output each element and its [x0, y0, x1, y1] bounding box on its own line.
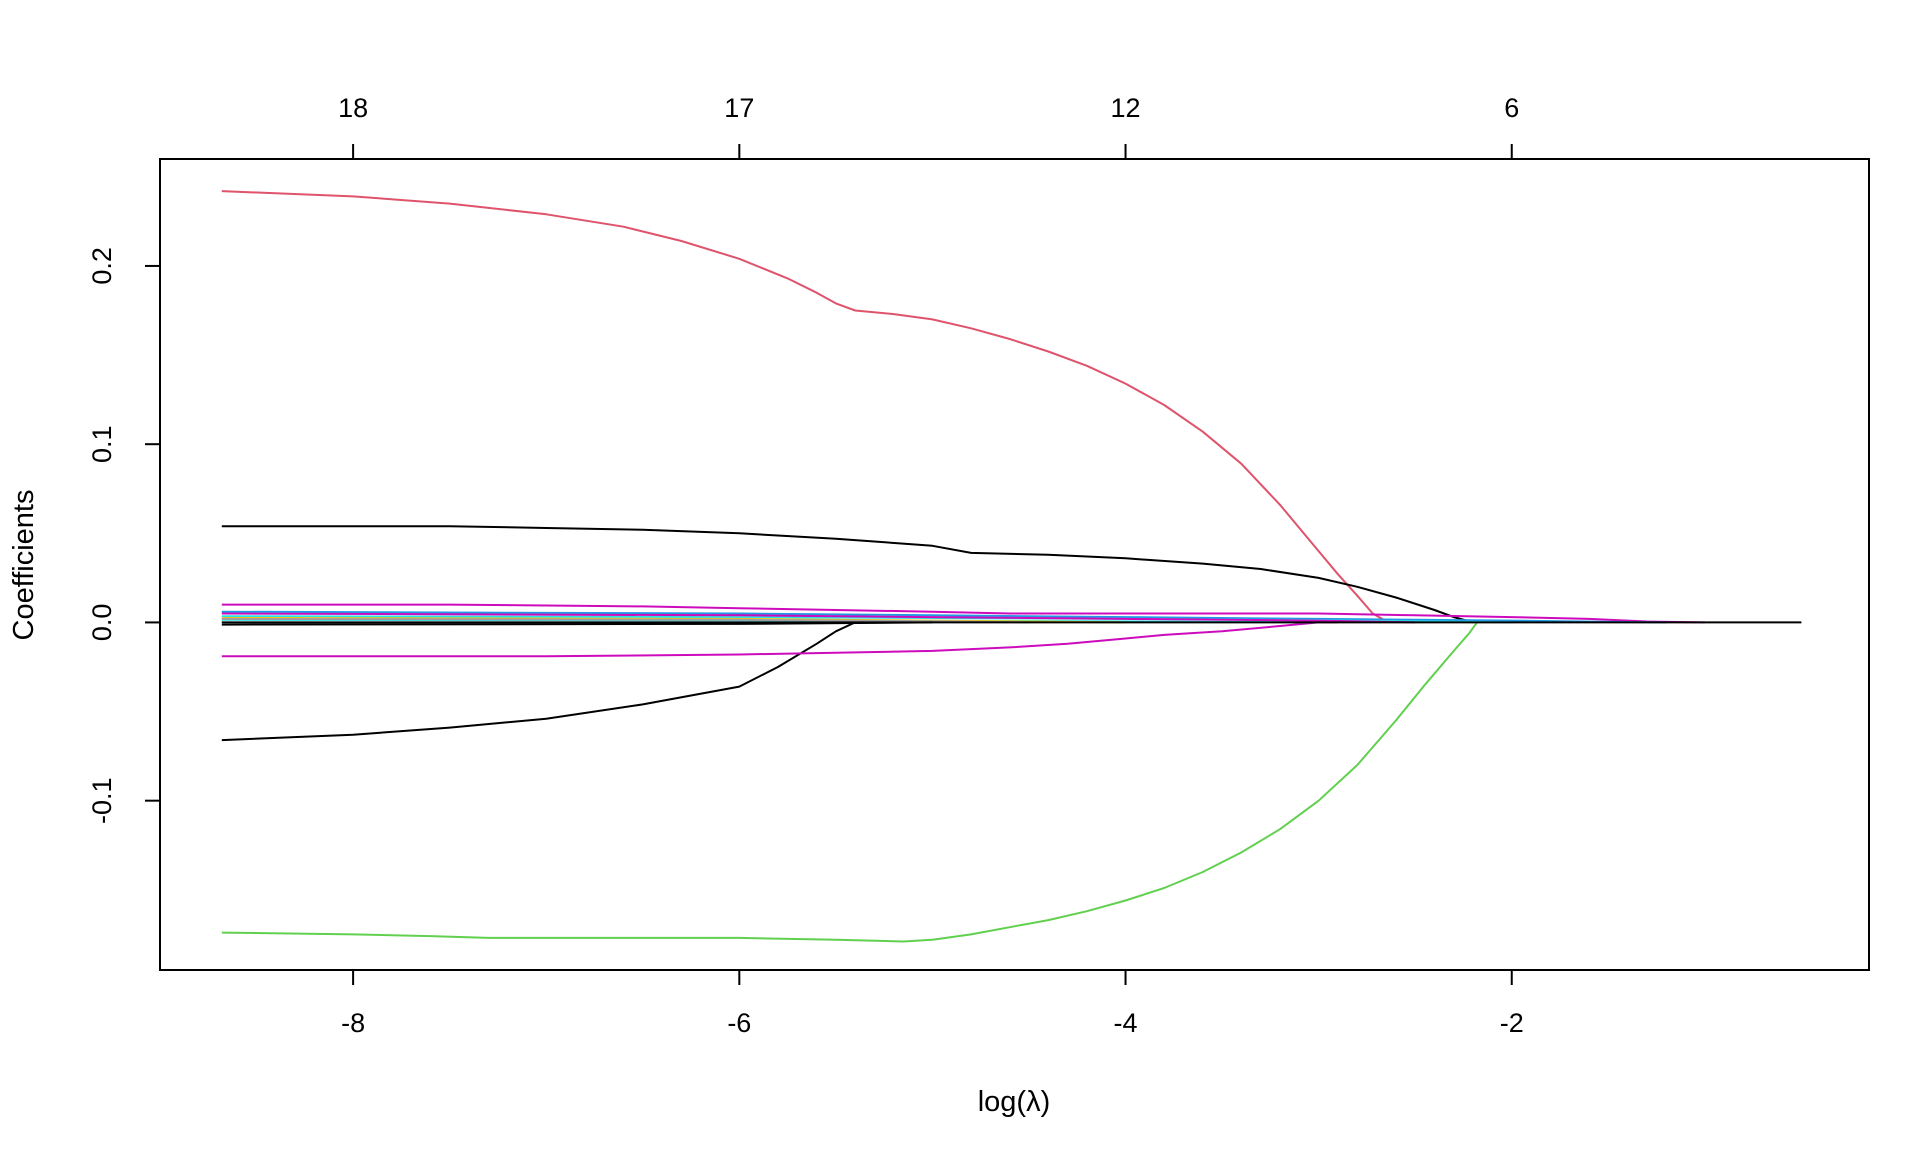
y-tick-label: 0.2	[87, 247, 117, 285]
series-line-12	[221, 612, 1416, 624]
y-tick-label: -0.1	[87, 777, 117, 824]
top-tick-label: 17	[724, 93, 754, 123]
x-tick-label: -8	[341, 1008, 365, 1038]
y-axis-title: Coefficients	[8, 490, 40, 641]
y-tick-label: 0.1	[87, 425, 117, 463]
series-line-3	[221, 621, 875, 742]
top-tick-label: 12	[1111, 93, 1141, 123]
plot-frame	[159, 158, 1870, 971]
x-axis-top: 18 17 12 6	[338, 93, 1519, 159]
top-tick-label: 6	[1504, 93, 1519, 123]
y-axis-left: -0.1 0.0 0.1 0.2	[87, 247, 160, 824]
series-line-4	[221, 525, 1474, 624]
top-tick-label: 18	[338, 93, 368, 123]
x-axis-bottom: -8 -6 -4 -2	[341, 970, 1524, 1038]
x-tick-label: -6	[727, 1008, 751, 1038]
x-tick-label: -2	[1500, 1008, 1524, 1038]
series-line-6	[221, 603, 1705, 624]
series-line-5	[221, 621, 1338, 658]
series-layer	[221, 190, 1802, 943]
x-axis-title: log(λ)	[978, 1086, 1051, 1118]
x-tick-label: -4	[1114, 1008, 1138, 1038]
y-tick-label: 0.0	[87, 604, 117, 642]
series-line-1	[221, 190, 1389, 624]
series-line-2	[221, 621, 1478, 943]
